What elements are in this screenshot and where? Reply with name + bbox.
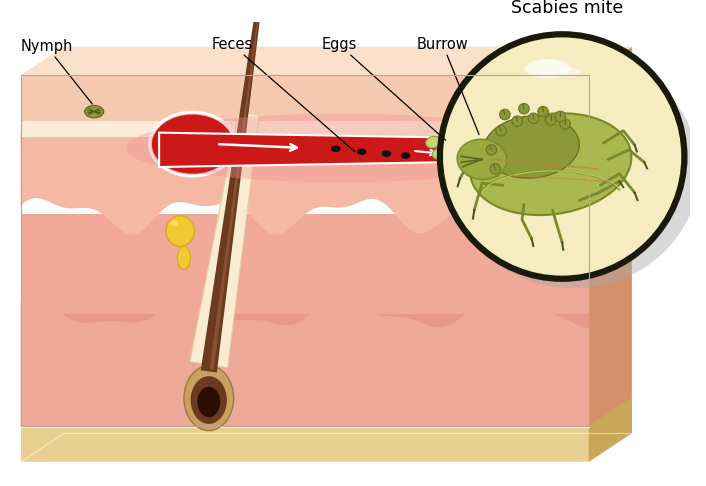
Text: Scabies mite: Scabies mite	[511, 0, 623, 17]
Circle shape	[560, 119, 570, 129]
Circle shape	[528, 113, 539, 123]
Circle shape	[486, 144, 497, 155]
Circle shape	[512, 116, 522, 126]
Text: Feces: Feces	[212, 37, 355, 152]
Circle shape	[525, 137, 532, 144]
Ellipse shape	[457, 139, 507, 179]
Circle shape	[538, 106, 549, 117]
Ellipse shape	[166, 216, 194, 246]
Ellipse shape	[198, 387, 220, 417]
Polygon shape	[20, 314, 589, 426]
Circle shape	[519, 144, 527, 152]
Circle shape	[496, 125, 506, 136]
Ellipse shape	[493, 133, 542, 167]
Ellipse shape	[484, 116, 579, 178]
Circle shape	[519, 104, 530, 114]
Ellipse shape	[448, 53, 699, 288]
Polygon shape	[20, 116, 589, 138]
Ellipse shape	[152, 115, 233, 174]
Ellipse shape	[126, 114, 556, 182]
Ellipse shape	[525, 59, 570, 78]
Polygon shape	[159, 133, 527, 167]
Circle shape	[546, 115, 556, 125]
Polygon shape	[20, 298, 589, 426]
Ellipse shape	[171, 221, 178, 226]
Polygon shape	[201, 21, 260, 372]
Circle shape	[490, 164, 501, 174]
Ellipse shape	[453, 137, 469, 149]
Ellipse shape	[559, 68, 580, 77]
Ellipse shape	[432, 148, 448, 159]
Circle shape	[513, 135, 521, 142]
Circle shape	[502, 137, 510, 144]
Polygon shape	[20, 214, 589, 314]
Ellipse shape	[440, 135, 455, 146]
Ellipse shape	[470, 113, 631, 215]
Ellipse shape	[85, 105, 104, 118]
Circle shape	[508, 144, 515, 152]
Ellipse shape	[191, 376, 227, 424]
Polygon shape	[20, 426, 589, 462]
Circle shape	[502, 152, 510, 159]
Circle shape	[440, 35, 684, 279]
Text: Burrow: Burrow	[417, 37, 479, 135]
Ellipse shape	[382, 150, 391, 157]
Text: Eggs: Eggs	[321, 37, 445, 140]
Polygon shape	[190, 112, 259, 368]
Ellipse shape	[426, 136, 441, 148]
Polygon shape	[589, 397, 632, 462]
Polygon shape	[20, 47, 632, 75]
Polygon shape	[210, 22, 258, 370]
Polygon shape	[20, 75, 589, 121]
Ellipse shape	[331, 145, 340, 152]
Text: Nymph: Nymph	[20, 39, 92, 104]
Circle shape	[525, 152, 532, 159]
Polygon shape	[589, 47, 632, 462]
Ellipse shape	[184, 365, 234, 431]
Polygon shape	[20, 133, 589, 235]
Ellipse shape	[357, 148, 366, 155]
Circle shape	[555, 111, 566, 122]
Ellipse shape	[401, 152, 410, 159]
Ellipse shape	[177, 246, 191, 269]
Ellipse shape	[447, 149, 462, 160]
Circle shape	[500, 109, 510, 120]
Ellipse shape	[482, 123, 566, 176]
